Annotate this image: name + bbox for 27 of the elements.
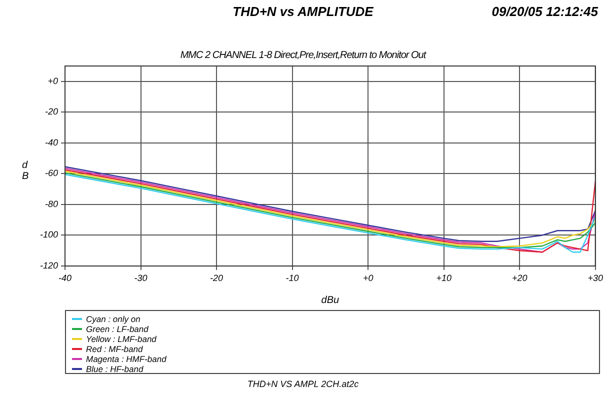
legend-label: Cyan : only on — [86, 314, 140, 324]
x-tick-label: -40 — [58, 272, 72, 283]
chart-title: THD+N vs AMPLITUDE — [232, 4, 374, 19]
x-tick-label: +0 — [362, 272, 374, 283]
y-tick-label: -80 — [44, 198, 58, 209]
y-tick-label: -20 — [44, 106, 58, 117]
y-tick-label: -60 — [44, 168, 58, 178]
y-tick-label: +0 — [48, 76, 58, 86]
x-tick-label: -30 — [134, 272, 148, 283]
y-axis-title: dB — [22, 160, 30, 182]
x-tick-label: +30 — [588, 272, 604, 283]
legend-label: Magenta : HMF-band — [86, 354, 166, 364]
x-axis-title: dBu — [321, 294, 340, 306]
legend-label: Red : MF-band — [86, 344, 143, 354]
x-tick-label: +10 — [436, 272, 452, 283]
y-tick-label: -40 — [44, 137, 58, 148]
x-tick-label: -20 — [210, 272, 224, 283]
y-tick-label: -120 — [40, 260, 58, 270]
text: 09/20/05 12:12:45 — [492, 4, 598, 19]
x-tick-label: -10 — [286, 272, 299, 283]
x-tick-label: +20 — [512, 272, 528, 283]
legend-label: Yellow : LMF-band — [86, 334, 156, 344]
y-tick-label: -100 — [40, 230, 58, 240]
legend-label: Blue : HF-band — [86, 364, 144, 374]
text: THD+N VS AMPL 2CH.at2c — [246, 379, 360, 389]
chart-subtitle: MMC 2 CHANNEL 1-8 Direct,Pre,Insert,Return to Monitor Out — [176, 50, 430, 61]
legend-label: Green : LF-band — [86, 324, 148, 334]
